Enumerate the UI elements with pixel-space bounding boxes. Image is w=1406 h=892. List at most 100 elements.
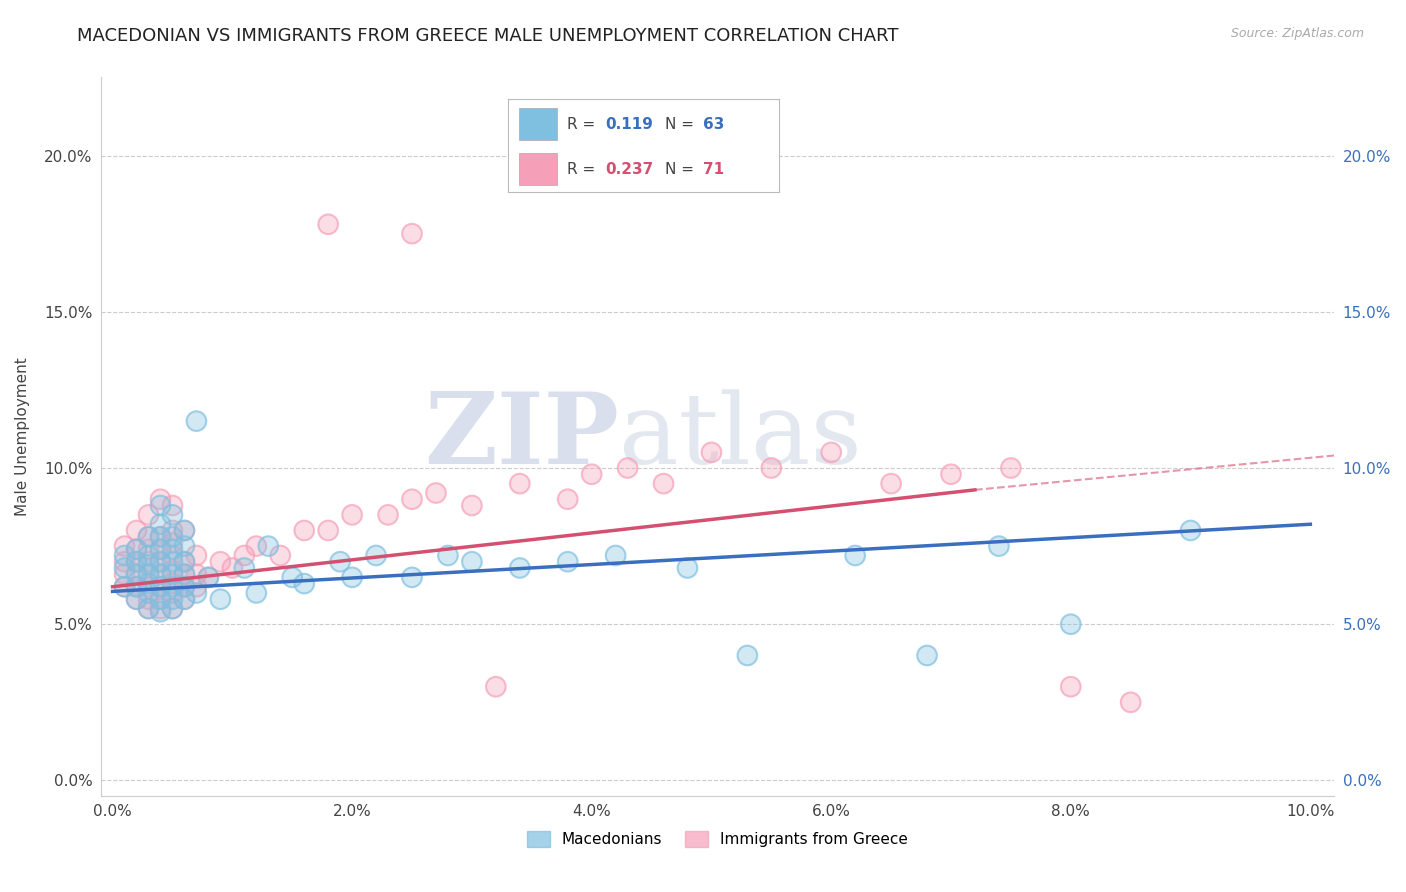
Point	[162, 508, 184, 522]
Point	[149, 567, 172, 582]
Point	[737, 648, 759, 663]
Point	[149, 555, 172, 569]
Point	[316, 524, 339, 538]
Point	[138, 530, 160, 544]
Point	[149, 592, 172, 607]
Point	[138, 592, 160, 607]
Point	[209, 592, 232, 607]
Point	[149, 601, 172, 615]
Point	[186, 549, 208, 563]
Point	[162, 601, 184, 615]
Point	[281, 570, 304, 584]
Point	[197, 570, 219, 584]
Point	[173, 524, 195, 538]
Point	[149, 605, 172, 619]
Point	[292, 524, 315, 538]
Point	[245, 539, 267, 553]
Point	[138, 555, 160, 569]
Point	[114, 561, 136, 575]
Point	[125, 542, 148, 557]
Point	[915, 648, 938, 663]
Point	[364, 549, 387, 563]
Point	[149, 567, 172, 582]
Point	[125, 555, 148, 569]
Point	[162, 524, 184, 538]
Point	[197, 570, 219, 584]
Point	[173, 592, 195, 607]
Point	[138, 580, 160, 594]
Point	[509, 561, 531, 575]
Point	[149, 530, 172, 544]
Point	[233, 561, 256, 575]
Point	[149, 592, 172, 607]
Point	[197, 570, 219, 584]
Point	[233, 561, 256, 575]
Point	[114, 580, 136, 594]
Point	[138, 567, 160, 582]
Point	[761, 461, 783, 475]
Point	[114, 539, 136, 553]
Point	[186, 580, 208, 594]
Point	[162, 592, 184, 607]
Text: Source: ZipAtlas.com: Source: ZipAtlas.com	[1230, 27, 1364, 40]
Point	[149, 517, 172, 532]
Point	[125, 580, 148, 594]
Point	[437, 549, 460, 563]
Point	[149, 592, 172, 607]
Point	[162, 592, 184, 607]
Point	[138, 601, 160, 615]
Point	[557, 492, 579, 507]
Point	[616, 461, 638, 475]
Point	[149, 567, 172, 582]
Point	[316, 217, 339, 231]
Point	[173, 580, 195, 594]
Point	[1119, 695, 1142, 709]
Point	[461, 555, 484, 569]
Point	[173, 524, 195, 538]
Point	[138, 508, 160, 522]
Point	[557, 555, 579, 569]
Point	[581, 467, 603, 482]
Point	[125, 592, 148, 607]
Point	[605, 549, 627, 563]
Point	[186, 586, 208, 600]
Point	[186, 567, 208, 582]
Point	[485, 680, 508, 694]
Point	[162, 508, 184, 522]
Point	[114, 539, 136, 553]
Point	[340, 570, 363, 584]
Point	[138, 601, 160, 615]
Point	[377, 508, 399, 522]
Point	[138, 576, 160, 591]
Point	[138, 567, 160, 582]
Point	[162, 601, 184, 615]
Point	[162, 601, 184, 615]
Point	[162, 549, 184, 563]
Point	[162, 580, 184, 594]
Point	[209, 555, 232, 569]
Point	[652, 476, 675, 491]
Point	[340, 570, 363, 584]
Point	[162, 601, 184, 615]
Point	[114, 549, 136, 563]
Legend: Macedonians, Immigrants from Greece: Macedonians, Immigrants from Greece	[520, 825, 914, 853]
Point	[761, 461, 783, 475]
Point	[401, 492, 423, 507]
Point	[1119, 695, 1142, 709]
Text: atlas: atlas	[619, 389, 862, 484]
Point	[125, 580, 148, 594]
Point	[138, 558, 160, 572]
Point	[281, 570, 304, 584]
Point	[125, 567, 148, 582]
Point	[173, 555, 195, 569]
Point	[605, 549, 627, 563]
Point	[221, 561, 243, 575]
Point	[1180, 524, 1202, 538]
Point	[114, 580, 136, 594]
Point	[173, 580, 195, 594]
Point	[1060, 680, 1083, 694]
Point	[233, 549, 256, 563]
Point	[173, 580, 195, 594]
Point	[676, 561, 699, 575]
Point	[485, 680, 508, 694]
